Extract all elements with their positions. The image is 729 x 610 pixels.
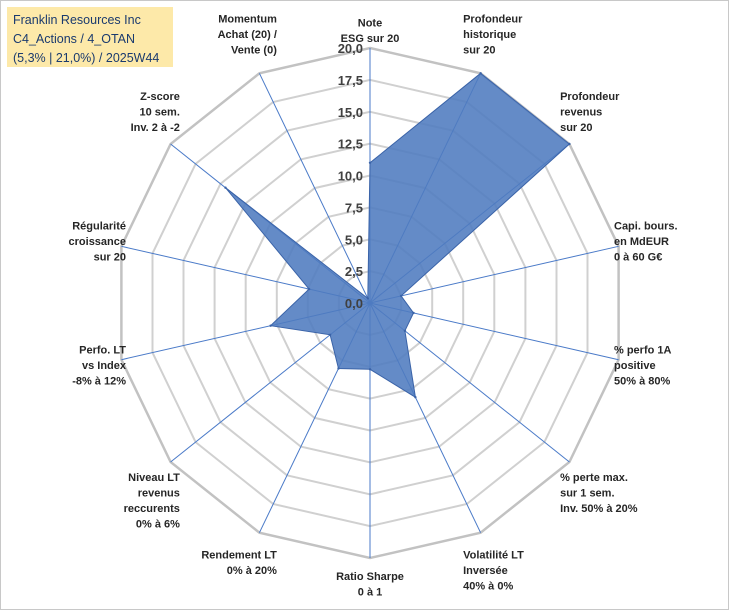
axis-label: Niveau LT revenus reccurents 0% à 6% <box>124 472 181 531</box>
data-point <box>269 324 272 327</box>
axis-spoke <box>258 73 371 304</box>
axis-label: Ratio Sharpe 0 à 1 <box>336 571 404 599</box>
data-series-area <box>225 72 571 399</box>
axis-label: % perte max. sur 1 sem. Inv. 50% à 20% <box>560 472 638 515</box>
tick-label: 7,5 <box>345 200 363 215</box>
data-point <box>224 186 227 189</box>
tick-label: 12,5 <box>338 137 363 152</box>
tick-label: 0,0 <box>345 296 363 311</box>
performance-week: (5,3% | 21,0%) / 2025W44 <box>13 51 160 65</box>
tick-label: 20,0 <box>338 41 363 56</box>
axis-label: Régularité croissance sur 20 <box>69 220 126 263</box>
axis-label: Perfo. LT vs Index -8% à 12% <box>72 345 127 388</box>
data-point <box>328 333 332 336</box>
tick-label: 2,5 <box>345 264 363 279</box>
company-name: Franklin Resources Inc <box>13 13 141 27</box>
axis-label: Profondeur revenus sur 20 <box>560 91 620 134</box>
axis-label: Note ESG sur 20 <box>341 18 400 46</box>
axis-spoke <box>369 245 619 304</box>
data-point <box>399 294 403 298</box>
axis-label: Capi. bours. en MdEUR 0 à 60 G€ <box>614 220 678 263</box>
tick-label: 15,0 <box>338 105 363 120</box>
tick-label: 17,5 <box>338 73 363 88</box>
axis-label: Volatilité LT Inversée 40% à 0% <box>463 549 524 592</box>
data-point <box>403 329 407 332</box>
data-point <box>337 367 340 370</box>
axis-label: Rendement LT 0% à 20% <box>201 549 277 577</box>
data-point <box>479 72 482 75</box>
axis-label: Momentum Achat (20) / Vente (0) <box>218 14 278 57</box>
data-point <box>412 311 415 315</box>
axis-label: Profondeur historique sur 20 <box>463 14 523 57</box>
tick-label: 10,0 <box>338 169 363 184</box>
data-point <box>568 142 571 146</box>
data-point <box>368 161 372 164</box>
axis-label: % perfo 1A positive 50% à 80% <box>614 345 672 388</box>
portfolio-category: C4_Actions / 4_OTAN <box>13 32 136 46</box>
data-point <box>366 297 369 300</box>
axis-label: Z-score 10 sem. Inv. 2 à -2 <box>131 91 180 134</box>
tick-label: 5,0 <box>345 232 363 247</box>
info-box: Franklin Resources Inc C4_Actions / 4_OT… <box>7 7 173 67</box>
data-point <box>307 287 311 291</box>
data-point <box>414 396 417 399</box>
data-point <box>368 368 372 371</box>
